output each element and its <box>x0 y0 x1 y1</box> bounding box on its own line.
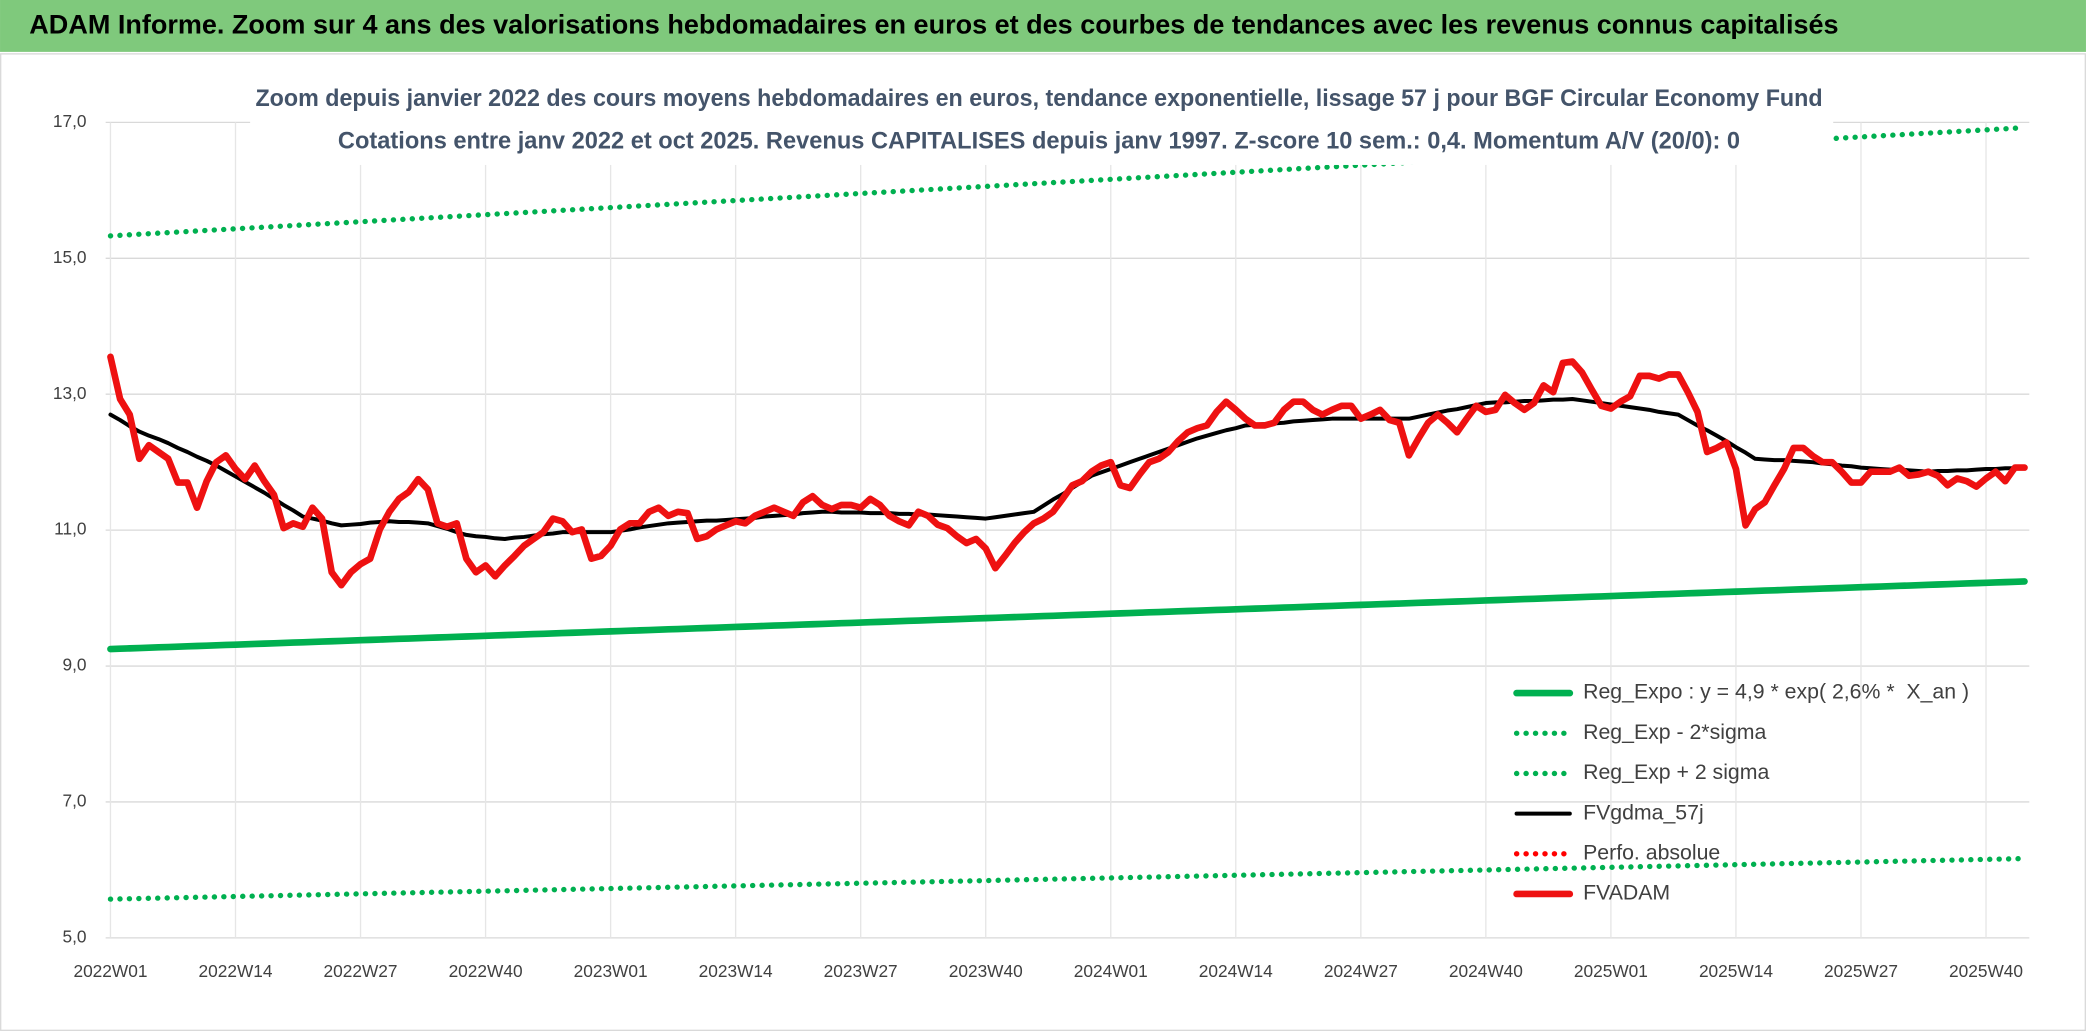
series-line <box>107 353 2028 589</box>
legend: Reg_Expo : y = 4,9 * exp( 2,6% * X_an ) R… <box>1513 680 1969 905</box>
x-tick-label: 2025W14 <box>1699 961 1773 981</box>
chart-border <box>0 53 2086 1031</box>
chart-title: ADAM Informe. Zoom sur 4 ans des valoris… <box>29 10 1838 40</box>
x-tick-label: 2022W14 <box>199 961 273 981</box>
plot-area: 5,0 7,0 9,0 11,0 13,0 15,0 17,0 2022W01 2022W14 2… <box>53 111 2030 981</box>
y-tick-label: 7,0 <box>62 791 86 811</box>
x-tick-label: 2025W01 <box>1574 961 1648 981</box>
legend-label: FVgdma_57j <box>1583 800 1704 824</box>
legend-label: Reg_Expo : y = 4,9 * exp( 2,6% * X_an ) <box>1583 680 1969 704</box>
y-tick-label: 9,0 <box>62 655 86 675</box>
series-line <box>107 855 2028 902</box>
x-tick-label: 2024W14 <box>1199 961 1273 981</box>
y-tick-label: 11,0 <box>54 519 86 539</box>
x-tick-label: 2023W27 <box>824 961 898 981</box>
x-tick-label: 2024W27 <box>1324 961 1398 981</box>
x-tick-label: 2023W14 <box>699 961 773 981</box>
legend-label: Reg_Exp - 2*sigma <box>1583 720 1766 744</box>
y-tick-label: 13,0 <box>53 383 87 403</box>
x-tick-label: 2022W27 <box>324 961 398 981</box>
x-tick-label: 2025W27 <box>1824 961 1898 981</box>
y-tick-label: 17,0 <box>53 111 87 131</box>
x-tick-label: 2022W01 <box>73 961 147 981</box>
legend-label: Reg_Exp + 2 sigma <box>1583 760 1769 784</box>
series-line <box>107 578 2028 653</box>
x-tick-label: 2024W01 <box>1074 961 1148 981</box>
x-tick-label: 2024W40 <box>1449 961 1523 981</box>
x-tick-label: 2023W01 <box>574 961 648 981</box>
subtitle-line: Zoom depuis janvier 2022 des cours moyen… <box>255 85 1822 112</box>
legend-label: FVADAM <box>1583 881 1670 905</box>
x-tick-label: 2022W40 <box>449 961 523 981</box>
y-tick-label: 15,0 <box>53 247 87 267</box>
y-tick-label: 5,0 <box>62 926 86 946</box>
subtitle-line: Cotations entre janv 2022 et oct 2025. R… <box>338 128 1740 155</box>
x-tick-label: 2025W40 <box>1949 961 2023 981</box>
legend-label: Perfo. absolue <box>1583 840 1720 864</box>
x-tick-label: 2023W40 <box>949 961 1023 981</box>
title-banner <box>0 0 2086 52</box>
subtitle-box <box>250 77 1834 165</box>
